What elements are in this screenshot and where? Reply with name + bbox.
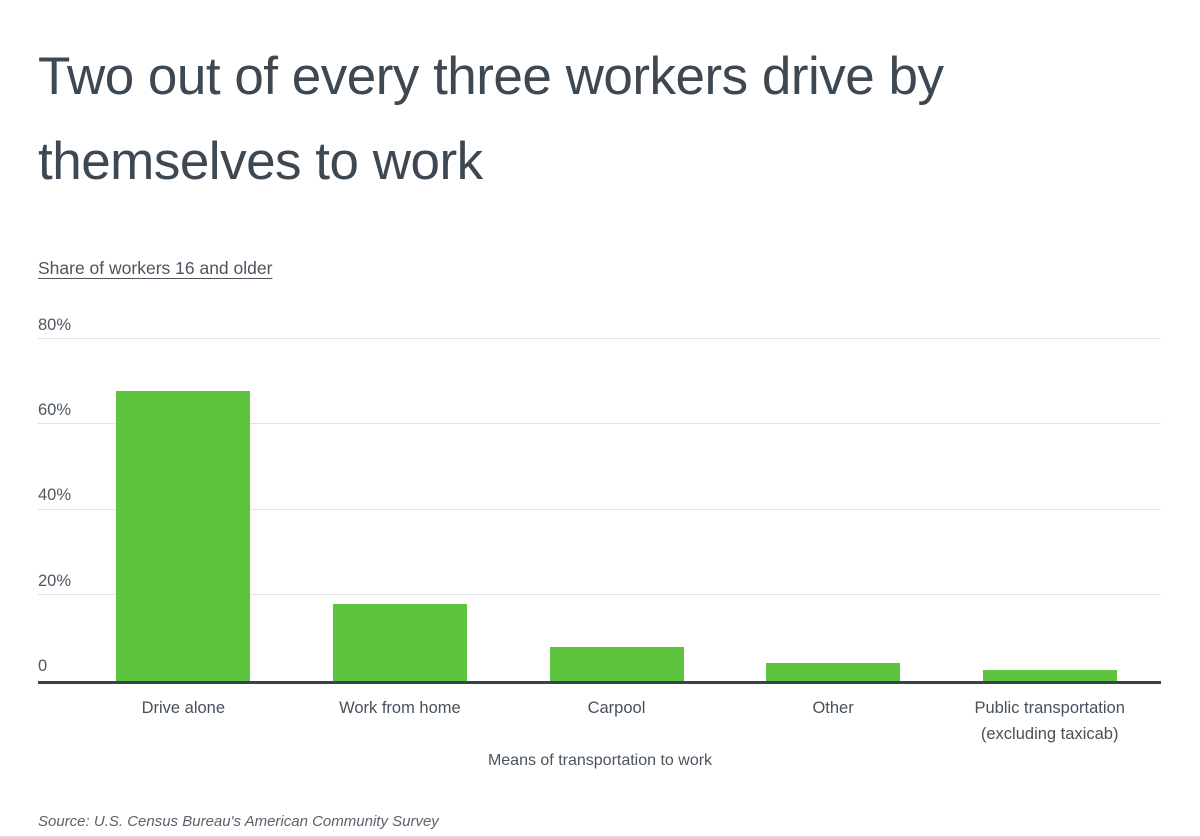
chart-title: Two out of every three workers drive by t… xyxy=(38,34,1158,204)
y-tick-label-80: 80% xyxy=(38,315,72,334)
y-tick-label-0: 0 xyxy=(38,657,48,675)
plot-area: 80% 60% 40% 20% 0 Drive alone Work from home Ca… xyxy=(38,310,1161,743)
category-label-public-transportation-excluding-taxicab: Public transportation (excluding taxicab… xyxy=(974,699,1125,743)
bar-public-transportation-excluding-taxicab xyxy=(982,669,1117,681)
bar-other xyxy=(766,662,901,681)
chart-subtitle: Share of workers 16 and older xyxy=(38,258,273,278)
source-note: Source: U.S. Census Bureau's American Co… xyxy=(38,813,439,830)
x-axis-line xyxy=(38,680,1161,684)
category-label-other: Other xyxy=(812,699,854,717)
gridline-60 xyxy=(38,423,1161,425)
y-tick-label-60: 60% xyxy=(38,400,72,419)
y-tick-label-20: 20% xyxy=(38,571,72,590)
chart-title-line1: Two out of every three workers drive by xyxy=(38,47,944,106)
category-label-carpool: Carpool xyxy=(587,699,646,717)
bar-carpool xyxy=(549,647,684,681)
x-axis-title: Means of transportation to work xyxy=(487,752,713,769)
bar-work-from-home xyxy=(332,604,467,681)
y-tick-label-40: 40% xyxy=(38,486,72,505)
category-label-drive-alone: Drive alone xyxy=(141,699,226,717)
gridline-80 xyxy=(38,338,1161,339)
chart-title-line2: themselves to work xyxy=(38,132,483,191)
gridline-40 xyxy=(38,508,1161,510)
gridline-20 xyxy=(38,594,1161,596)
category-label-work-from-home: Work from home xyxy=(339,699,461,717)
bar-drive-alone xyxy=(116,391,251,681)
